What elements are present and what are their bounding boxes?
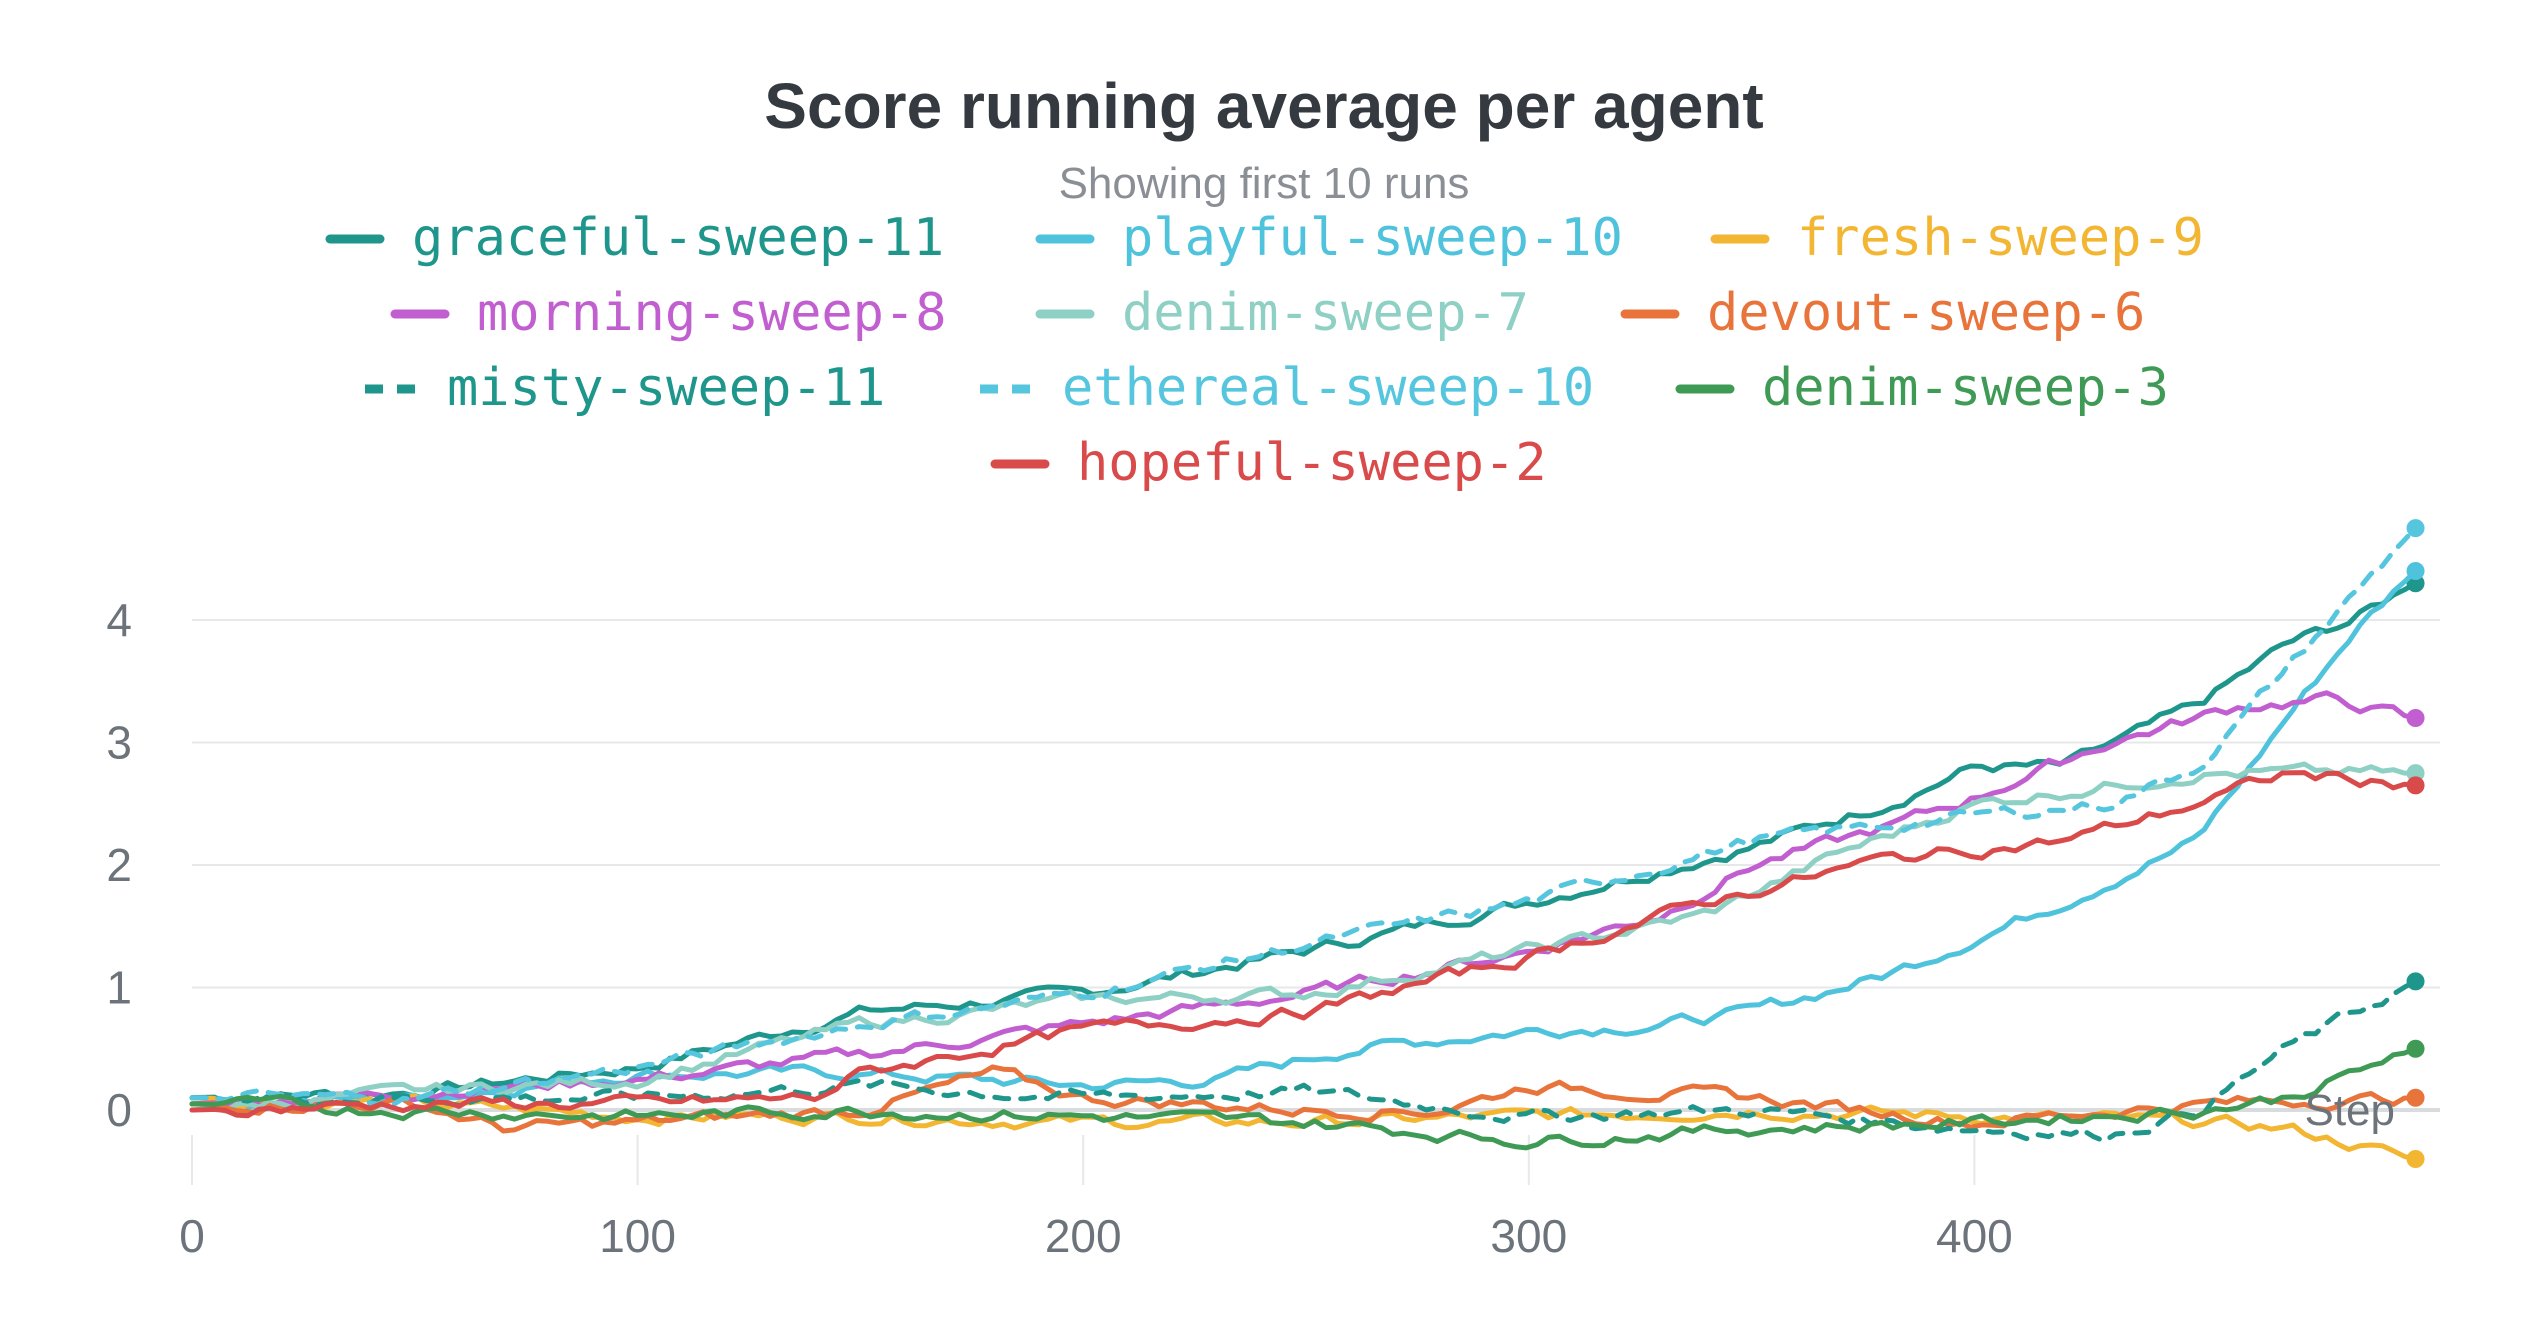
- x-axis: 0 100 200 300 400: [179, 1135, 2013, 1262]
- series-end-point-playful-sweep-10: [2406, 562, 2425, 580]
- legend: graceful-sweep-11 playful-sweep-10 fresh-s…: [325, 208, 2204, 493]
- legend-label-ethereal-sweep-10[interactable]: ethereal-sweep-10: [1062, 358, 1594, 418]
- legend-label-denim-sweep-3[interactable]: denim-sweep-3: [1762, 358, 2169, 418]
- y-tick-label: 4: [106, 594, 132, 646]
- series-end-point-misty-sweep-11: [2406, 972, 2425, 991]
- series-end-point-morning-sweep-8: [2406, 709, 2425, 727]
- series-end-point-denim-sweep-3: [2406, 1039, 2425, 1058]
- x-axis-label: Step: [2304, 1086, 2395, 1135]
- x-tick-label: 0: [179, 1210, 205, 1262]
- legend-label-devout-sweep-6[interactable]: devout-sweep-6: [1707, 283, 2145, 343]
- legend-label-morning-sweep-8[interactable]: morning-sweep-8: [477, 283, 947, 343]
- series-line-ethereal-sweep-10: [189, 525, 2418, 1108]
- x-tick-label: 400: [1936, 1210, 2013, 1262]
- legend-label-denim-sweep-7[interactable]: denim-sweep-7: [1122, 283, 1529, 343]
- y-axis: 0 1 2 3 4: [106, 594, 132, 1136]
- series-line-denim-sweep-3: [189, 1046, 2418, 1151]
- chart-subtitle: Showing first 10 runs: [1059, 159, 1470, 208]
- x-tick-label: 300: [1490, 1210, 1567, 1262]
- series-end-point-hopeful-sweep-2: [2406, 776, 2425, 795]
- series-end-point-ethereal-sweep-10: [2406, 519, 2425, 538]
- series-end-point-fresh-sweep-9: [2406, 1150, 2425, 1168]
- grid-lines: [192, 619, 2440, 1112]
- x-tick-label: 100: [599, 1210, 676, 1262]
- series-line-denim-sweep-7: [189, 761, 2418, 1114]
- chart-title: Score running average per agent: [764, 70, 1763, 142]
- x-tick-label: 200: [1045, 1210, 1122, 1262]
- y-tick-label: 0: [106, 1084, 132, 1136]
- series-line-hopeful-sweep-2: [189, 770, 2418, 1119]
- series-line-graceful-sweep-11: [189, 580, 2418, 1105]
- legend-label-misty-sweep-11[interactable]: misty-sweep-11: [447, 358, 885, 418]
- series-line-playful-sweep-10: [189, 568, 2418, 1111]
- series-end-point-devout-sweep-6: [2406, 1088, 2425, 1107]
- series-layer: [189, 519, 2425, 1168]
- legend-label-hopeful-sweep-2[interactable]: hopeful-sweep-2: [1077, 433, 1547, 493]
- legend-label-fresh-sweep-9[interactable]: fresh-sweep-9: [1797, 208, 2204, 268]
- series-line-devout-sweep-6: [189, 1064, 2418, 1134]
- legend-label-graceful-sweep-11[interactable]: graceful-sweep-11: [412, 208, 944, 268]
- legend-label-playful-sweep-10[interactable]: playful-sweep-10: [1122, 208, 1623, 268]
- series-line-misty-sweep-11: [189, 978, 2418, 1144]
- y-tick-label: 2: [106, 839, 132, 891]
- y-tick-label: 3: [106, 717, 132, 769]
- y-tick-label: 1: [106, 962, 132, 1014]
